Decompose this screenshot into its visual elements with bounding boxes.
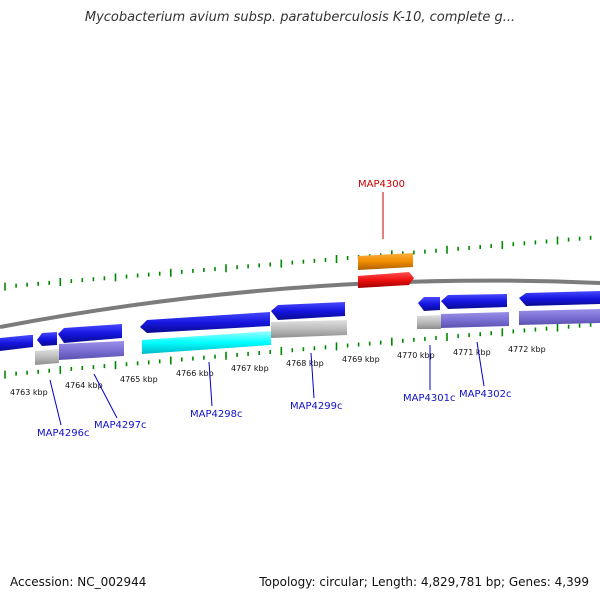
scale-label-4771: 4771 kbp: [453, 348, 491, 357]
gene-label-map4297c[interactable]: MAP4297c: [94, 420, 146, 431]
scale-label-4763: 4763 kbp: [10, 388, 48, 397]
gene-bar-map4299c[interactable]: [271, 320, 347, 338]
scale-label-4769: 4769 kbp: [342, 355, 380, 364]
cds-arrow-map4296c-2[interactable]: [37, 332, 57, 346]
genome-backbone: [0, 278, 600, 329]
gene-bar-map4301c[interactable]: [417, 315, 441, 329]
gene-label-map4301c[interactable]: MAP4301c: [403, 393, 455, 404]
gene-label-map4299c[interactable]: MAP4299c: [290, 401, 342, 412]
gene-label-map4296c[interactable]: MAP4296c: [37, 428, 89, 439]
gene-bar-map4302c[interactable]: [441, 312, 509, 328]
cds-arrow-map4302c[interactable]: [441, 294, 507, 309]
cds-arrow-map4297c[interactable]: [58, 324, 122, 343]
gene-bar-map4296c-gray[interactable]: [35, 349, 59, 365]
accession-label: Accession: NC_002944: [10, 575, 147, 589]
scale-label-4764: 4764 kbp: [65, 381, 103, 390]
cds-arrow-map4298c[interactable]: [140, 312, 270, 333]
scale-label-4765: 4765 kbp: [120, 375, 158, 384]
genome-summary: Topology: circular; Length: 4,829,781 bp…: [259, 575, 589, 589]
cds-arrow-map4300[interactable]: [358, 272, 414, 288]
gene-label-map4298c[interactable]: MAP4298c: [190, 409, 242, 420]
cds-arrow-map4299c[interactable]: [271, 302, 345, 320]
lower-tick-row: [4, 322, 592, 379]
scale-label-4770: 4770 kbp: [397, 351, 435, 360]
gene-label-map4300[interactable]: MAP4300: [358, 179, 405, 190]
scale-label-4768: 4768 kbp: [286, 359, 324, 368]
map-title: Mycobacterium avium subsp. paratuberculo…: [84, 10, 516, 25]
scale-label-4772: 4772 kbp: [508, 345, 546, 354]
cds-arrow-map4301c[interactable]: [418, 297, 440, 311]
gene-bar-next[interactable]: [519, 309, 600, 325]
scale-label-4767: 4767 kbp: [231, 364, 269, 373]
gene-bar-map4297c[interactable]: [59, 341, 124, 360]
cds-arrow-map4296c[interactable]: [0, 335, 33, 351]
gene-bar-map4300[interactable]: [358, 253, 413, 270]
gene-label-map4302c[interactable]: MAP4302c: [459, 389, 511, 400]
cds-arrow-next[interactable]: [519, 291, 600, 306]
upper-tick-row: [4, 235, 592, 291]
gene-leader-lines: [49, 341, 485, 426]
scale-label-4766: 4766 kbp: [176, 369, 214, 378]
gene-bar-map4298c-highlight[interactable]: [142, 331, 271, 354]
